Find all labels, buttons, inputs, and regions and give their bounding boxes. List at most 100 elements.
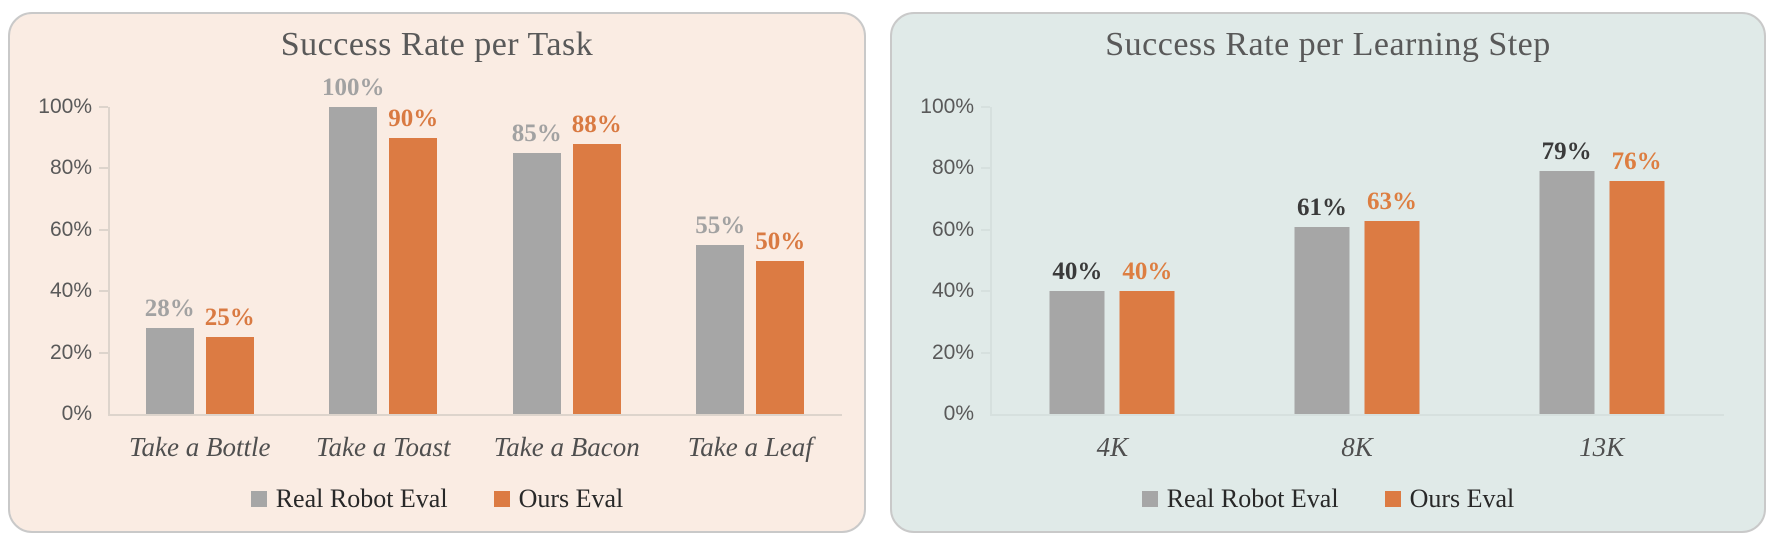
y-axis-tick [99,351,108,354]
bar-value-label: 50% [755,227,806,255]
bar-column: 76% [1609,147,1665,414]
bar-column: 40% [1049,258,1105,414]
bar-column: 40% [1119,258,1175,414]
y-axis-tick [981,106,990,108]
y-axis-tick-label: 20% [931,340,974,364]
bar-group: 40% 40% [1049,258,1175,414]
bar-column: 28% [144,295,195,414]
legend: Real Robot Eval Ours Eval [10,484,864,514]
bar-column: 79% [1539,138,1595,414]
y-axis-tick [981,351,990,354]
category-label: Take a Bottle [129,432,271,462]
bar-group: 85% 88% [511,110,622,414]
legend-item: Real Robot Eval [250,484,448,514]
x-axis-line [990,414,1724,416]
legend-item: Real Robot Eval [1141,484,1339,514]
bar [756,260,805,414]
bar-value-label: 40% [1052,258,1103,286]
bar [572,143,621,414]
y-axis-tick [981,290,990,293]
bar-column: 88% [571,110,622,414]
bar-column: 55% [695,212,746,414]
bar [389,137,438,414]
y-axis-tick [99,290,108,293]
bar-value-label: 63% [1367,187,1417,215]
x-axis-line [108,414,842,416]
bar-column: 25% [204,304,255,414]
bar [329,107,378,414]
bar-value-label: 88% [571,110,622,138]
legend-item: Ours Eval [1384,484,1515,514]
y-axis-tick-label: 100% [38,95,92,118]
category-label: Take a Toast [315,432,451,462]
y-axis-tick [99,106,108,108]
y-axis-tick [99,167,108,170]
plot-area: 0% 20% 40% 60% 80% 100% 28% 25% Take a Bottle 100… [38,75,842,462]
legend-swatch-icon [493,491,510,507]
bar-value-label: 85% [511,120,562,148]
bar-column: 63% [1364,187,1420,414]
bar-value-label: 76% [1611,147,1662,175]
y-axis-tick-label: 0% [943,402,974,425]
bar-value-label: 55% [695,212,746,240]
task-chart-panel: Success Rate per Task 0% 20% 40% 60% 80% 100%… [8,12,866,533]
category-label: 8K [1341,432,1373,462]
bar [696,245,745,414]
y-axis-tick [99,228,108,231]
y-axis-tick [981,228,990,231]
bar-value-label: 90% [388,104,439,132]
bar-value-label: 79% [1541,138,1592,166]
bar-column: 61% [1294,193,1350,414]
y-axis-tick-label: 60% [49,217,92,241]
legend-label: Real Robot Eval [275,484,448,513]
y-axis-tick-label: 100% [920,95,974,118]
legend-label: Ours Eval [518,484,624,513]
category-label: 4K [1096,432,1129,462]
bar [1294,226,1350,414]
y-axis-tick [981,167,990,170]
chart-title: Success Rate per Learning Step [1105,26,1551,63]
bar-group: 28% 25% [144,295,255,414]
legend-swatch-icon [1141,491,1158,507]
y-axis-line [108,107,110,414]
bar-value-label: 25% [204,304,255,332]
bar [1364,220,1420,414]
bar-value-label: 100% [322,74,385,101]
bar [1609,180,1665,414]
bar-group: 61% 63% [1294,187,1420,414]
category-label: Take a Leaf [687,432,813,462]
bar-column: 50% [755,227,806,414]
bar-column: 100% [322,75,385,414]
legend: Real Robot Eval Ours Eval [892,484,1764,514]
bar-group: 55% 50% [695,212,806,414]
category-label: Take a Bacon [493,432,640,462]
bar-group: 79% 76% [1539,138,1665,414]
bar-value-label: 40% [1122,258,1173,286]
bar [1119,291,1175,414]
bar [1049,291,1105,414]
bar-column: 90% [388,104,439,414]
bar [512,153,561,414]
bar-group: 100% 90% [322,75,439,414]
y-axis-tick-label: 40% [931,279,974,303]
bar [1539,171,1595,414]
y-axis-tick-label: 80% [49,156,92,180]
legend-label: Ours Eval [1409,484,1515,513]
bar [145,328,194,414]
learning-step-chart-panel: Success Rate per Learning Step 0% 20% 40% 6… [890,12,1766,533]
bar [205,337,254,414]
y-axis-tick-label: 0% [61,402,92,425]
bar-column: 85% [511,120,562,414]
category-label: 13K [1579,432,1625,462]
bar-value-label: 61% [1297,193,1347,221]
y-axis-tick-label: 40% [49,279,92,303]
legend-swatch-icon [250,491,267,507]
chart-title: Success Rate per Task [280,26,594,63]
y-axis-line [990,107,992,414]
y-axis-tick-label: 60% [931,217,974,241]
legend-label: Real Robot Eval [1166,484,1339,513]
y-axis-tick-label: 20% [49,340,92,364]
legend-item: Ours Eval [493,484,624,514]
bar-value-label: 28% [144,295,195,323]
